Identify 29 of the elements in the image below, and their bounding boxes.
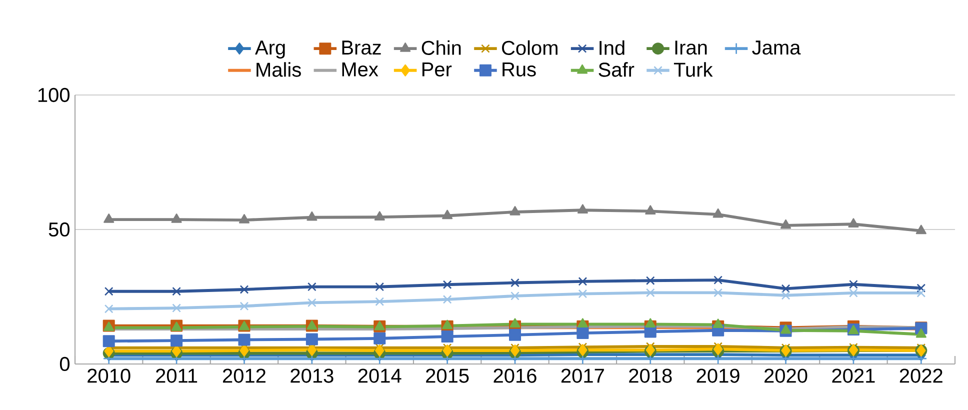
legend-label: Colom: [502, 40, 558, 55]
legend-label: Jama: [752, 40, 801, 55]
x-tick-label: 2019: [696, 368, 740, 383]
x-tick-label: 2015: [426, 368, 469, 383]
legend-label: Turk: [674, 62, 713, 77]
y-tick-label: 0: [60, 356, 70, 372]
y-tick-label: 50: [48, 222, 70, 237]
legend-label: Rus: [502, 62, 536, 76]
x-tick-label: 2011: [156, 368, 198, 383]
legend-label: Per: [422, 62, 452, 76]
legend-label: Mex: [342, 62, 378, 76]
x-tick-label: 2016: [494, 368, 536, 383]
legend-label: Malis: [256, 62, 301, 77]
x-tick-label: 2020: [764, 368, 808, 383]
x-tick-label: 2022: [900, 368, 942, 383]
legend-label: Arg: [255, 40, 285, 59]
legend-label: Braz: [342, 40, 381, 55]
x-tick-label: 2012: [223, 368, 266, 383]
y-tick-label: 100: [38, 88, 70, 102]
legend-label: Ind: [600, 40, 624, 55]
x-tick-label: 2014: [358, 368, 402, 383]
x-tick-label: 2021: [832, 368, 875, 383]
x-tick-label: 2017: [561, 368, 604, 383]
legend-label: Safr: [598, 62, 634, 77]
legend-label: Iran: [675, 40, 707, 55]
x-tick-label: 2010: [88, 368, 130, 383]
x-tick-label: 2013: [290, 368, 334, 383]
legend-label: Chin: [422, 40, 461, 55]
x-tick-label: 2018: [629, 368, 672, 383]
